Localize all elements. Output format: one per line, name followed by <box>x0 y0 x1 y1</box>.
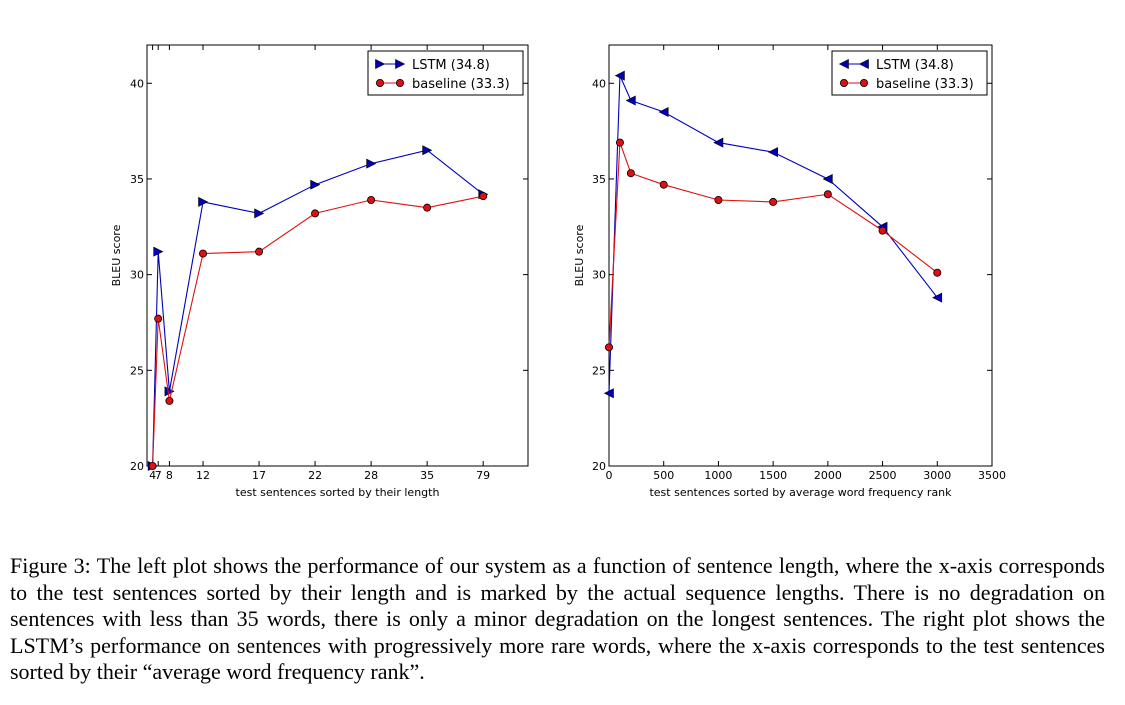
chart1-x-tick-label: 79 <box>476 469 490 482</box>
chart1-y-tick-label: 20 <box>130 460 144 473</box>
chart1-legend-baseline-marker <box>395 79 404 88</box>
chart2-x-tick-label: 3500 <box>978 469 1006 482</box>
chart1-x-tick-label: 7 <box>155 469 162 482</box>
chart2-legend-baseline-marker <box>860 79 869 88</box>
chart2-y-axis-label: BLEU score <box>573 224 586 286</box>
chart1-x-tick-label: 28 <box>364 469 378 482</box>
chart1-baseline-point <box>165 396 174 405</box>
chart2-baseline-point <box>659 180 668 189</box>
chart2-y-tick-label: 20 <box>592 460 606 473</box>
chart2-baseline-line <box>608 142 938 348</box>
chart1-lstm-point <box>366 158 377 169</box>
chart2-lstm-point <box>625 95 636 106</box>
chart1-lstm-point <box>422 145 433 156</box>
chart2-lstm-point <box>614 70 625 81</box>
chart2-lstm-point <box>932 292 943 303</box>
chart1-baseline-point <box>311 209 320 218</box>
chart2-x-tick-label: 500 <box>653 469 674 482</box>
chart2-lstm-point <box>658 106 669 117</box>
chart1-y-tick-label: 40 <box>130 77 144 90</box>
chart1-lstm-point <box>153 246 164 257</box>
chart2-lstm-point <box>603 388 614 399</box>
chart1-baseline-point <box>148 461 157 470</box>
chart2-x-tick-label: 1000 <box>704 469 732 482</box>
chart1-baseline-point <box>199 249 208 258</box>
chart1-lstm-point <box>254 208 265 219</box>
chart2-lstm-point <box>767 147 778 158</box>
caption-label: Figure 3: <box>10 553 91 578</box>
figure-svg: 20 25 30 35 40 47 8 12 17 22 28 35 79 test sentences … <box>110 44 1006 499</box>
chart2-plot-frame <box>608 44 993 467</box>
chart1-x-tick-label: 17 <box>252 469 266 482</box>
chart2-x-tick-label: 0 <box>606 469 613 482</box>
chart2-legend-lstm-label: LSTM (34.8) <box>876 58 954 73</box>
chart1-legend-baseline-label: baseline (33.3) <box>412 77 510 92</box>
chart1-legend-box <box>367 50 524 96</box>
chart2-lstm-point <box>822 173 833 184</box>
chart1-x-tick-label: 22 <box>308 469 322 482</box>
chart2-legend-lstm-marker <box>858 59 869 69</box>
chart1-baseline-point <box>154 314 163 323</box>
chart1-baseline-point <box>423 203 432 212</box>
chart2-baseline-point <box>605 343 614 352</box>
chart1-lstm-line <box>152 149 484 467</box>
chart1-baseline-point <box>255 247 264 256</box>
chart1-baseline-point <box>479 192 488 201</box>
chart2-baseline-point <box>626 169 635 178</box>
chart1-baseline-point <box>367 196 376 205</box>
chart2-baseline-point <box>615 138 624 147</box>
chart1-lstm-point <box>198 196 209 207</box>
chart2-x-tick-label: 2500 <box>869 469 897 482</box>
chart1-x-tick-label: 35 <box>420 469 434 482</box>
figure: 20 25 30 35 40 4 7 8 12 17 22 28 35 79 test sentences … <box>110 44 1006 499</box>
chart1-y-tick-label: 25 <box>130 364 144 377</box>
chart1-plot-frame <box>146 44 529 467</box>
chart2-baseline-point <box>823 190 832 199</box>
chart1-lstm-point <box>164 386 175 397</box>
figure-caption: Figure 3: The left plot shows the perform… <box>10 553 1105 686</box>
chart2-x-tick-label: 1500 <box>759 469 787 482</box>
chart2-y-tick-label: 25 <box>592 364 606 377</box>
chart1-x-tick-label: 4 <box>149 469 156 482</box>
caption-text: The left plot shows the performance of o… <box>10 553 1105 684</box>
chart2-baseline-point <box>769 197 778 206</box>
chart1-x-axis-label: test sentences sorted by their length <box>236 486 440 499</box>
chart2-lstm-point <box>713 137 724 148</box>
chart2-y-tick-label: 35 <box>592 173 606 186</box>
chart1-lstm-point <box>310 179 321 190</box>
chart2-x-axis-label: test sentences sorted by average word fr… <box>649 486 952 499</box>
chart2-x-tick-label: 3000 <box>923 469 951 482</box>
chart1-baseline-line <box>152 195 484 467</box>
chart2-y-tick-label: 40 <box>592 77 606 90</box>
chart1-legend-baseline-marker <box>375 79 384 88</box>
chart1-y-tick-label: 30 <box>130 269 144 282</box>
chart1-y-axis-label: BLEU score <box>110 224 123 286</box>
chart2-baseline-point <box>714 196 723 205</box>
chart2-legend-box <box>831 50 988 96</box>
chart2-legend-lstm-marker <box>838 59 849 69</box>
chart2-legend-baseline-label: baseline (33.3) <box>876 77 974 92</box>
chart2-legend-baseline-marker <box>840 79 849 88</box>
chart1-legend-lstm-marker <box>395 59 406 69</box>
chart1-legend-lstm-label: LSTM (34.8) <box>412 58 490 73</box>
chart1-y-tick-label: 35 <box>130 173 144 186</box>
chart2-baseline-point <box>933 268 942 277</box>
chart1-x-tick-label: 12 <box>196 469 210 482</box>
chart1-legend-lstm-marker <box>375 59 386 69</box>
chart1-x-tick-label: 8 <box>166 469 173 482</box>
chart2-y-tick-label: 30 <box>592 269 606 282</box>
chart2-baseline-point <box>878 226 887 235</box>
chart2-x-tick-label: 2000 <box>814 469 842 482</box>
